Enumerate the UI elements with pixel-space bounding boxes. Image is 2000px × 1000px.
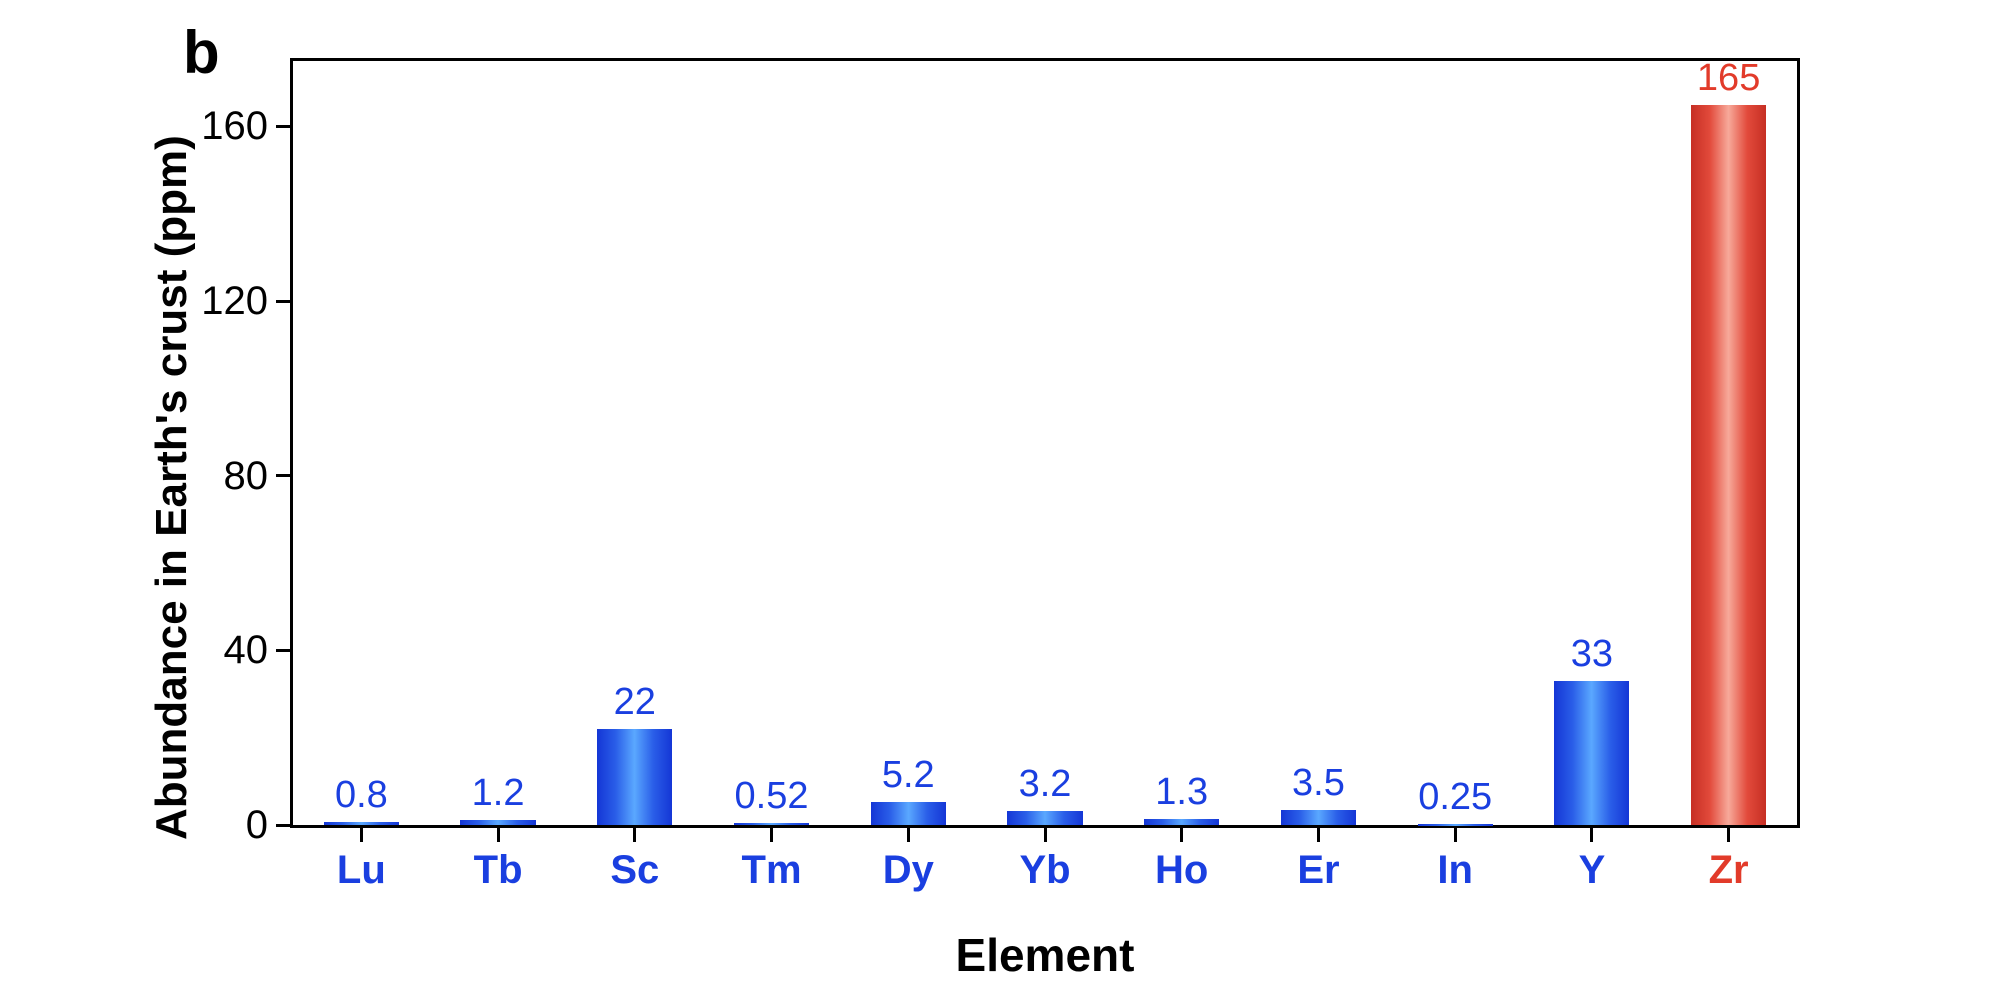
x-tick-label: Y — [1532, 848, 1652, 893]
x-tick-mark — [1590, 828, 1593, 842]
x-tick-mark — [360, 828, 363, 842]
y-tick-label: 80 — [224, 454, 269, 499]
x-tick-mark — [1180, 828, 1183, 842]
y-axis-label: Abundance in Earth's crust (ppm) — [147, 135, 197, 840]
x-tick-label: Er — [1258, 848, 1378, 893]
bar-value-label: 3.5 — [1248, 762, 1388, 805]
bar-value-label: 165 — [1659, 57, 1799, 100]
bar-value-label: 1.2 — [428, 772, 568, 815]
x-tick-label: Lu — [301, 848, 421, 893]
y-tick-mark — [276, 824, 290, 827]
x-tick-label: In — [1395, 848, 1515, 893]
x-tick-mark — [1454, 828, 1457, 842]
panel-label-b: b — [183, 18, 220, 87]
y-tick-mark — [276, 125, 290, 128]
bar — [871, 802, 946, 825]
bar — [1691, 105, 1766, 825]
x-tick-label: Sc — [575, 848, 695, 893]
x-tick-mark — [633, 828, 636, 842]
x-tick-label: Tm — [712, 848, 832, 893]
bar-value-label: 0.25 — [1385, 776, 1525, 819]
bar-value-label: 0.8 — [291, 774, 431, 817]
figure-container: b Abundance in Earth's crust (ppm) Eleme… — [0, 0, 2000, 1000]
bar — [460, 820, 535, 825]
x-tick-label: Dy — [848, 848, 968, 893]
bar — [324, 822, 399, 825]
x-tick-label: Tb — [438, 848, 558, 893]
x-tick-mark — [1727, 828, 1730, 842]
bar-value-label: 33 — [1522, 633, 1662, 676]
bar — [734, 823, 809, 825]
x-tick-mark — [907, 828, 910, 842]
x-tick-mark — [1317, 828, 1320, 842]
y-tick-label: 0 — [246, 803, 268, 848]
bar-value-label: 3.2 — [975, 763, 1115, 806]
bar — [1144, 819, 1219, 825]
y-tick-label: 40 — [224, 628, 269, 673]
y-tick-label: 120 — [201, 279, 268, 324]
bar-value-label: 5.2 — [838, 754, 978, 797]
y-tick-mark — [276, 474, 290, 477]
x-tick-label: Ho — [1122, 848, 1242, 893]
bar — [1554, 681, 1629, 825]
bar — [1281, 810, 1356, 825]
y-tick-mark — [276, 300, 290, 303]
bar — [597, 729, 672, 825]
y-tick-mark — [276, 649, 290, 652]
x-tick-label: Yb — [985, 848, 1105, 893]
bar — [1007, 811, 1082, 825]
x-tick-mark — [497, 828, 500, 842]
y-tick-label: 160 — [201, 104, 268, 149]
x-axis-label: Element — [925, 928, 1165, 982]
x-tick-mark — [770, 828, 773, 842]
bar-value-label: 1.3 — [1112, 771, 1252, 814]
bar-value-label: 0.52 — [702, 775, 842, 818]
x-tick-label: Zr — [1669, 848, 1789, 893]
bar — [1418, 824, 1493, 826]
x-tick-mark — [1044, 828, 1047, 842]
bar-value-label: 22 — [565, 681, 705, 724]
